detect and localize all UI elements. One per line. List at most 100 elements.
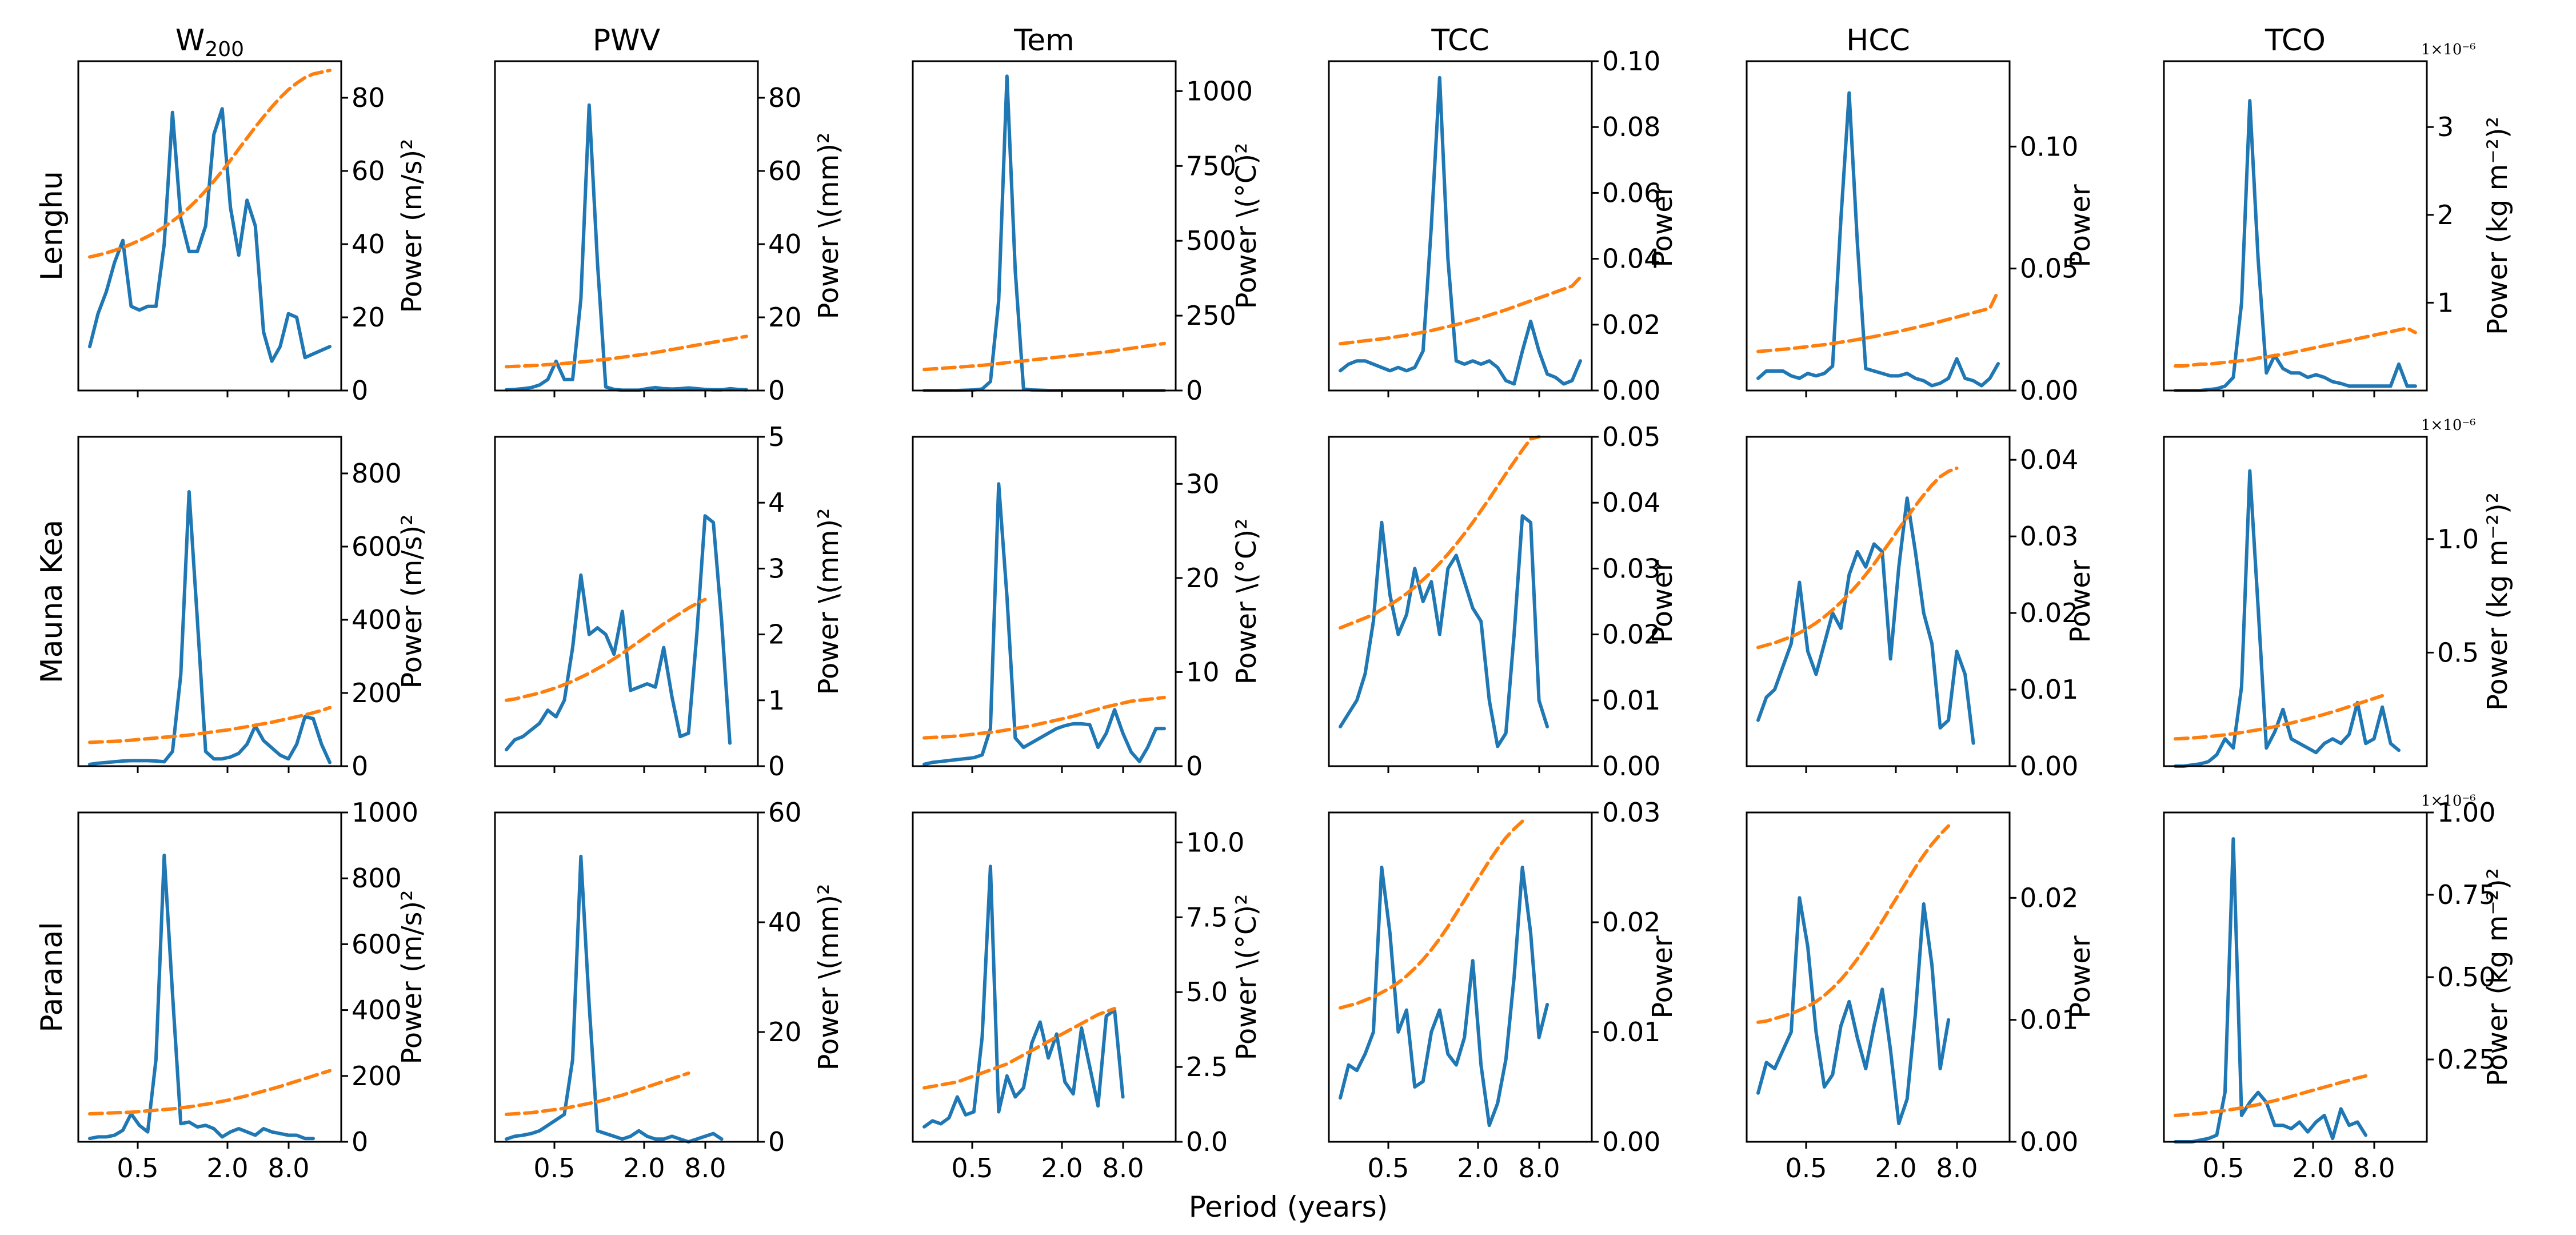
y-tick-label: 800 [352, 458, 402, 489]
x-tick-label: 8.0 [1102, 1153, 1144, 1184]
row-label: Mauna Kea [35, 520, 69, 683]
plot-frame [912, 60, 1177, 392]
threshold-dashed-line [505, 597, 707, 702]
power-spectrum-line [2174, 99, 2417, 392]
y-tick-label: 20 [768, 1017, 802, 1047]
y-tick-label: 7.5 [1186, 902, 1228, 933]
x-tick-label: 2.0 [1457, 1153, 1499, 1184]
x-tick-label: 2.0 [1875, 1153, 1916, 1184]
threshold-dashed-line [1339, 819, 1524, 1010]
subplot: 0.0 2.5 5.0 7.5 10.0 Power \(°C)² 0.5 2.0 8.0 [912, 811, 1263, 1184]
column-title-main: TCO [2265, 23, 2326, 58]
y-tick-label: 0.03 [1602, 553, 1660, 584]
power-spectrum-line [505, 514, 732, 752]
power-spectrum-line [88, 490, 332, 766]
subplot: 0 20 40 60 80 Power \(mm)² [494, 60, 845, 406]
y-tick-label: 0.01 [1602, 685, 1660, 716]
column-title-main: TCC [1431, 23, 1489, 58]
y-axis-label: Power \(°C)² [1231, 143, 1263, 309]
threshold-dashed-line [922, 695, 1166, 740]
subplot: 0.00 0.01 0.02 0.03 Power 0.5 2.0 8.0 [1328, 797, 1679, 1184]
y-tick-label: 0.01 [1602, 1017, 1660, 1047]
y-tick-label: 0 [1186, 751, 1203, 782]
subplot: 0.00 0.01 0.02 0.03 0.04 Power [1746, 436, 2096, 782]
y-tick-label: 0.00 [2020, 1126, 2078, 1157]
y-tick-label: 80 [768, 82, 802, 113]
y-axis-label: Power [2064, 935, 2096, 1018]
y-tick-label: 0.05 [2020, 253, 2078, 284]
y-tick-label: 0.03 [2020, 521, 2078, 552]
y-tick-label: 250 [1186, 300, 1236, 331]
subplot: 0 200 400 600 800 Power (m/s)² [77, 436, 428, 782]
y-tick-label: 0.04 [2020, 444, 2078, 475]
y-tick-label: 0.10 [1602, 46, 1660, 77]
threshold-dashed-line [1756, 824, 1951, 1024]
power-spectrum-line [88, 853, 315, 1141]
y-tick-label: 0.5 [2437, 637, 2479, 668]
y-tick-label: 0.04 [1602, 487, 1660, 518]
subplot: 0 200 400 600 800 1000 Power (m/s)² 0.5 2.0 8.0 [77, 797, 428, 1184]
threshold-dashed-line [505, 1071, 690, 1116]
plot-frame [77, 436, 342, 767]
y-tick-label: 4 [768, 487, 785, 518]
y-tick-label: 750 [1186, 150, 1236, 181]
plot-frame [912, 811, 1177, 1143]
row-label: Lenghu [35, 171, 69, 281]
x-tick-label: 0.5 [533, 1153, 575, 1184]
y-axis-label: Power (m/s)² [396, 514, 428, 688]
y-axis-label: Power [1647, 184, 1679, 267]
y-axis-label: Power (m/s)² [396, 138, 428, 313]
y-tick-label: 40 [352, 229, 385, 260]
y-tick-label: 400 [352, 604, 402, 635]
y-tick-label: 3 [2437, 111, 2454, 142]
y-tick-label: 20 [768, 302, 802, 333]
subplot: 0.00 0.01 0.02 0.03 0.04 0.05 Power [1328, 421, 1679, 782]
y-tick-label: 0 [352, 1126, 368, 1157]
y-multiplier: 1×10⁻⁶ [2421, 417, 2476, 434]
plot-frame [912, 436, 1177, 767]
y-tick-label: 0.02 [2020, 882, 2078, 913]
plot-frame [2163, 436, 2428, 767]
row-label: Paranal [35, 922, 69, 1032]
column-title: TCC [1431, 23, 1489, 58]
column-title: PWV [593, 23, 661, 58]
y-tick-label: 0.00 [1602, 751, 1660, 782]
threshold-dashed-line [2174, 694, 2385, 741]
y-tick-label: 0.01 [2020, 674, 2078, 705]
x-tick-label: 2.0 [206, 1153, 248, 1184]
y-tick-label: 2 [2437, 200, 2454, 230]
y-tick-label: 10.0 [1186, 827, 1244, 858]
y-axis-label: Power \(mm)² [813, 508, 845, 695]
column-title-main: PWV [593, 23, 661, 58]
power-spectrum-line [2174, 837, 2368, 1144]
threshold-dashed-line [1339, 435, 1541, 630]
power-spectrum-line [1339, 866, 1549, 1128]
y-axis-label: Power (kg m⁻²)² [2482, 492, 2514, 711]
subplot: 1 2 3 Power (kg m⁻²)² 1×10⁻⁶ [2163, 41, 2514, 397]
column-title: HCC [1846, 23, 1910, 58]
y-tick-label: 20 [352, 302, 385, 333]
threshold-dashed-line [1756, 289, 2000, 353]
plot-frame [77, 60, 342, 392]
subplot: 0.00 0.01 0.02 Power 0.5 2.0 8.0 [1746, 811, 2096, 1184]
subplot: 0 20 40 60 Power \(mm)² 0.5 2.0 8.0 [494, 797, 845, 1184]
y-tick-label: 2.5 [1186, 1051, 1228, 1082]
y-tick-label: 200 [352, 1061, 402, 1091]
plot-frame [1746, 436, 2011, 767]
y-multiplier: 1×10⁻⁶ [2421, 792, 2476, 810]
x-tick-label: 2.0 [2292, 1153, 2334, 1184]
plot-frame [494, 811, 759, 1143]
y-tick-label: 800 [352, 863, 402, 894]
threshold-dashed-line [2174, 326, 2417, 368]
y-tick-label: 200 [352, 678, 402, 708]
plot-frame [2163, 60, 2428, 392]
power-spectrum-line [1756, 896, 1951, 1125]
y-tick-label: 10 [1186, 656, 1220, 687]
x-tick-label: 2.0 [1041, 1153, 1083, 1184]
y-tick-label: 0.08 [1602, 111, 1660, 142]
subplot: 0.00 0.02 0.04 0.06 0.08 0.10 Power [1328, 46, 1679, 406]
y-tick-label: 0.00 [1602, 1126, 1660, 1157]
x-tick-label: 0.5 [1785, 1153, 1827, 1184]
y-tick-label: 1 [768, 685, 785, 716]
